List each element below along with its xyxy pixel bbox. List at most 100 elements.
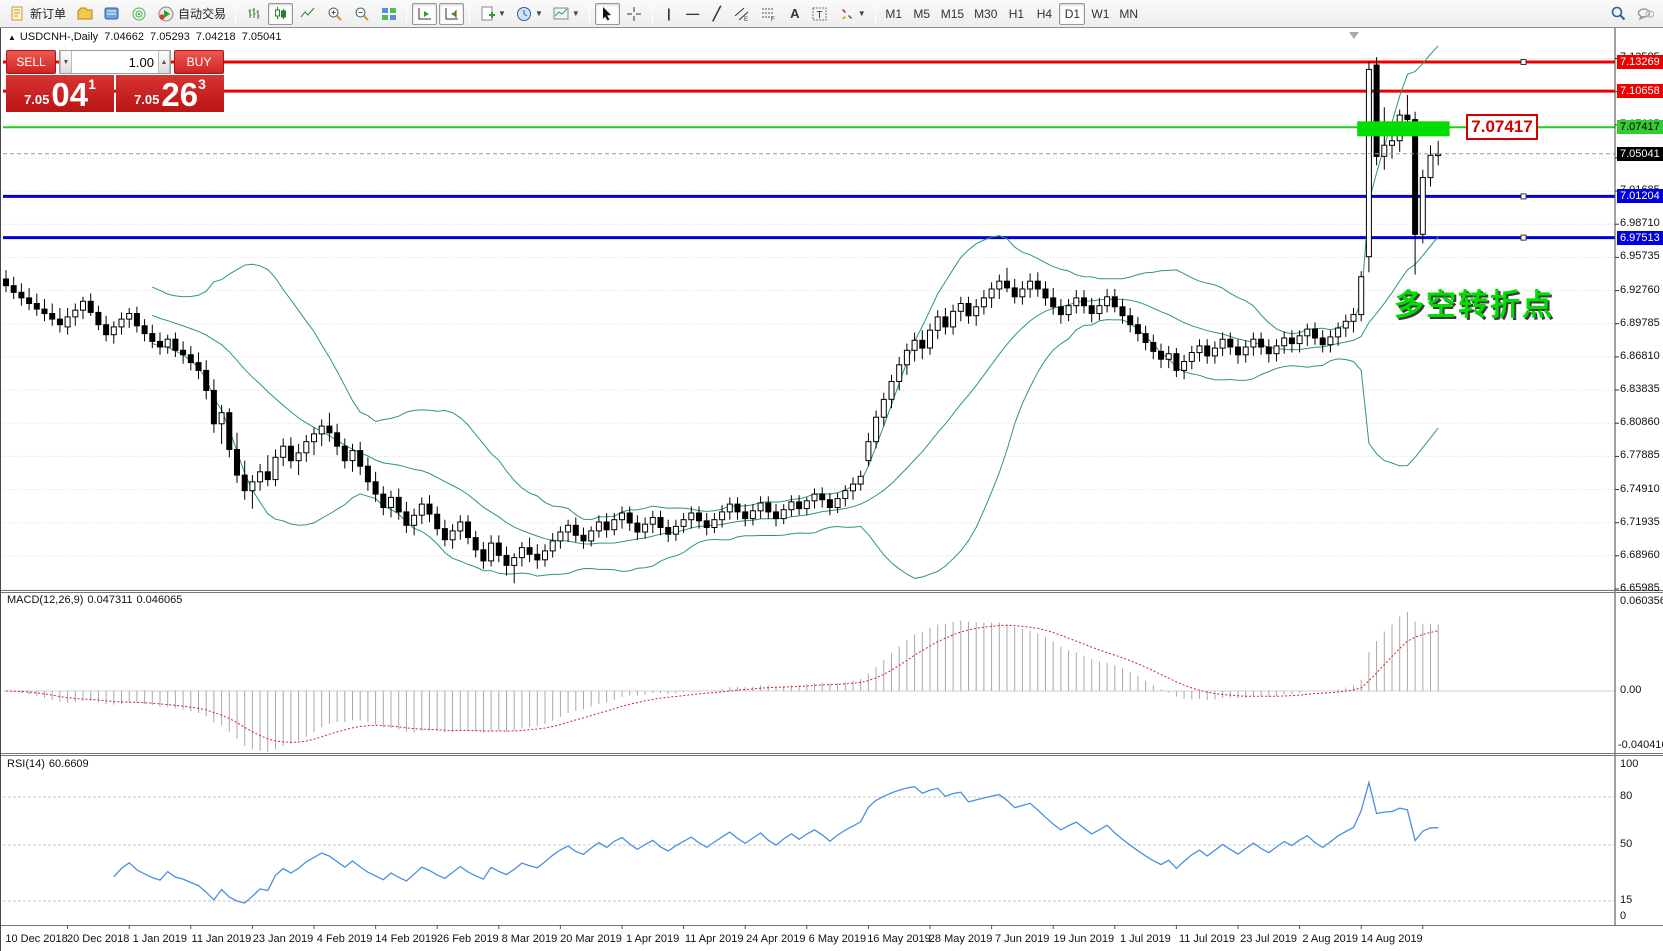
tile-windows-button[interactable] bbox=[376, 3, 401, 25]
new-order-button[interactable]: 新订单 bbox=[5, 3, 70, 25]
buy-button[interactable]: BUY bbox=[174, 50, 224, 74]
line-handle[interactable] bbox=[1520, 59, 1527, 65]
macd-name: MACD(12,26,9) bbox=[7, 594, 84, 606]
periods-icon bbox=[516, 5, 533, 22]
ohlc-close: 7.05041 bbox=[241, 31, 282, 43]
svg-text:E: E bbox=[744, 17, 748, 22]
chart-area[interactable]: 7.13585 7.10610 7.07635 7.04660 7.01685 6.987… bbox=[0, 28, 1663, 951]
toolbar-separator bbox=[874, 3, 876, 24]
annotation-text[interactable]: 多空转折点 bbox=[1394, 289, 1554, 322]
highlight-rect[interactable] bbox=[1357, 121, 1450, 137]
timeframe-button-M5[interactable]: M5 bbox=[913, 6, 931, 21]
new-order-icon bbox=[9, 5, 26, 22]
search-button[interactable] bbox=[1606, 3, 1631, 25]
bar-chart-button[interactable] bbox=[241, 3, 266, 25]
toolbar-separator bbox=[651, 3, 653, 24]
horizontal-line-button[interactable]: — bbox=[682, 3, 704, 25]
periods-button[interactable]: ▼ bbox=[512, 3, 547, 25]
templates-button[interactable]: ▼ bbox=[549, 3, 584, 25]
candlestick-series bbox=[3, 57, 1442, 584]
timeframe-button-M30[interactable]: M30 bbox=[974, 6, 998, 21]
timeframe-button-H4[interactable]: H4 bbox=[1036, 6, 1053, 21]
price-callout-label[interactable]: 7.07417 bbox=[1466, 114, 1538, 140]
arrows-button[interactable]: ▼ bbox=[835, 3, 870, 25]
zoom-in-button[interactable] bbox=[322, 3, 347, 25]
autotrading-button[interactable]: 自动交易 bbox=[153, 3, 230, 25]
volume-increase-button[interactable]: ▲ bbox=[157, 51, 170, 73]
macd-indicator-label: MACD(12,26,9) 0.047311 0.046065 bbox=[7, 594, 186, 606]
line-chart-icon bbox=[299, 5, 316, 22]
timeframe-button-MN[interactable]: MN bbox=[1119, 6, 1139, 21]
timeframe-button-D1[interactable]: D1 bbox=[1059, 2, 1086, 25]
macd-signal-value: 0.046065 bbox=[136, 594, 183, 606]
buy-price-sup: 3 bbox=[198, 76, 206, 92]
sell-price-sup: 1 bbox=[88, 76, 96, 92]
text-label-button[interactable]: T bbox=[808, 3, 833, 25]
ohlc-low: 7.04218 bbox=[195, 31, 236, 43]
chart-canvas[interactable] bbox=[1, 28, 1663, 951]
svg-text:F: F bbox=[771, 17, 775, 22]
volume-decrease-button[interactable]: ▼ bbox=[60, 51, 73, 73]
vertical-line-button[interactable]: | bbox=[658, 3, 680, 25]
line-handle[interactable] bbox=[1520, 193, 1527, 200]
macd-main-value: 0.047311 bbox=[87, 594, 133, 606]
chart-shift-icon bbox=[443, 5, 460, 22]
candlestick-chart-icon bbox=[272, 5, 289, 22]
rsi-line bbox=[113, 780, 1439, 904]
autotrading-icon bbox=[157, 5, 174, 22]
new-chart-button[interactable]: ▼ bbox=[475, 3, 510, 25]
fibonacci-icon: F bbox=[761, 5, 778, 22]
svg-text:T: T bbox=[817, 10, 823, 21]
zoom-out-button[interactable] bbox=[349, 3, 374, 25]
buy-price-big: 26 bbox=[161, 76, 199, 113]
line-chart-button[interactable] bbox=[295, 3, 320, 25]
timeframe-button-M1[interactable]: M1 bbox=[885, 6, 903, 21]
timeframe-group: M1 M5 M15 M30 H1 H4 D1 W1 MN bbox=[880, 2, 1143, 25]
bar-chart-icon bbox=[245, 5, 262, 22]
new-chart-icon bbox=[479, 5, 496, 22]
auto-scroll-button[interactable] bbox=[412, 2, 438, 25]
collapse-arrow-icon[interactable]: ▲ bbox=[8, 33, 16, 42]
toolbar-separator bbox=[406, 3, 408, 24]
toolbar-separator bbox=[235, 3, 237, 24]
equidistant-channel-icon: E bbox=[734, 5, 751, 22]
autotrading-label: 自动交易 bbox=[178, 7, 227, 21]
terminal-button[interactable] bbox=[99, 3, 124, 25]
timeframe-button-H1[interactable]: H1 bbox=[1008, 6, 1025, 21]
sell-price-display[interactable]: 7.05 04 1 bbox=[6, 75, 114, 112]
horizontal-line-icon: — bbox=[686, 6, 700, 21]
cursor-icon bbox=[599, 5, 616, 22]
macd-signal-line bbox=[5, 624, 1439, 743]
trendline-button[interactable]: ╱ bbox=[706, 3, 728, 25]
timeframe-button-M15[interactable]: M15 bbox=[940, 6, 965, 21]
candlestick-chart-button[interactable] bbox=[268, 2, 294, 25]
chart-shift-button[interactable] bbox=[439, 2, 465, 25]
volume-input[interactable] bbox=[72, 51, 158, 73]
line-handle[interactable] bbox=[1520, 234, 1527, 241]
text-icon: A bbox=[790, 6, 800, 21]
buy-price-small: 7.05 bbox=[134, 92, 160, 107]
buy-price-display[interactable]: 7.05 26 3 bbox=[116, 75, 224, 112]
auto-scroll-icon bbox=[416, 5, 433, 22]
templates-icon bbox=[553, 5, 570, 22]
cursor-button[interactable] bbox=[594, 2, 620, 25]
equidistant-channel-button[interactable]: E bbox=[730, 3, 755, 25]
rsi-value: 60.6609 bbox=[48, 758, 89, 770]
timeframe-button-W1[interactable]: W1 bbox=[1091, 6, 1110, 21]
chart-shift-marker-icon[interactable] bbox=[1349, 32, 1359, 39]
chevron-down-icon: ▼ bbox=[571, 9, 580, 18]
tile-windows-icon bbox=[380, 5, 397, 22]
sell-button[interactable]: SELL bbox=[6, 50, 56, 74]
new-order-label: 新订单 bbox=[30, 7, 67, 21]
chevron-down-icon: ▼ bbox=[534, 9, 543, 18]
crosshair-icon bbox=[626, 5, 643, 22]
fibonacci-button[interactable]: F bbox=[757, 3, 782, 25]
profiles-button[interactable] bbox=[72, 3, 97, 25]
toolbar-separator bbox=[469, 3, 471, 24]
text-button[interactable]: A bbox=[784, 3, 806, 25]
community-button[interactable] bbox=[1633, 3, 1658, 25]
crosshair-button[interactable] bbox=[622, 3, 647, 25]
price-grid bbox=[3, 58, 1615, 590]
signal-button[interactable] bbox=[126, 3, 151, 25]
